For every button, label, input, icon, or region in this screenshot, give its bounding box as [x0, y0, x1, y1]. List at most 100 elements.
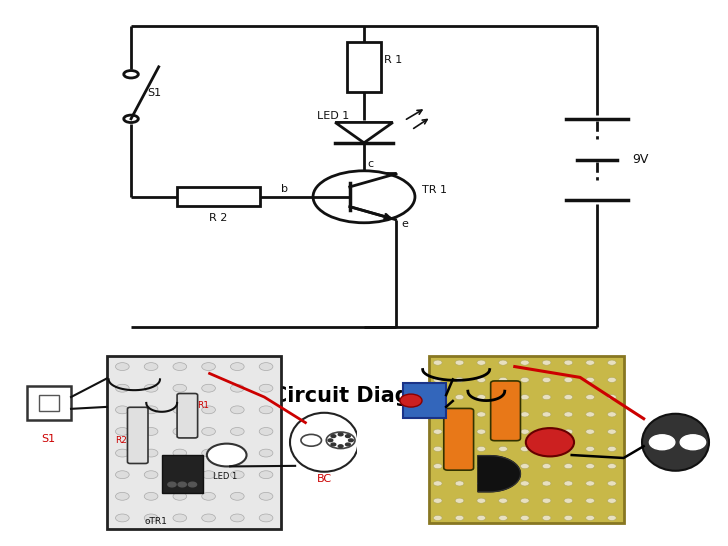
Circle shape [564, 377, 573, 382]
Circle shape [521, 377, 529, 382]
Circle shape [259, 428, 273, 435]
Circle shape [339, 433, 343, 436]
Circle shape [144, 471, 158, 479]
Circle shape [231, 384, 244, 392]
Circle shape [608, 515, 616, 520]
Circle shape [521, 360, 529, 365]
Circle shape [259, 406, 273, 414]
Text: Circuit Diagram: Circuit Diagram [272, 386, 456, 406]
Circle shape [499, 447, 507, 452]
FancyBboxPatch shape [177, 394, 197, 438]
Circle shape [680, 435, 705, 450]
Circle shape [202, 428, 215, 435]
Circle shape [608, 481, 616, 486]
Circle shape [455, 377, 464, 382]
Circle shape [542, 429, 551, 434]
Circle shape [521, 412, 529, 417]
FancyBboxPatch shape [444, 408, 474, 470]
Circle shape [433, 429, 442, 434]
Circle shape [586, 447, 595, 452]
Circle shape [173, 449, 186, 457]
Text: R1: R1 [197, 401, 210, 410]
Circle shape [521, 481, 529, 486]
Circle shape [542, 464, 551, 468]
Circle shape [564, 481, 573, 486]
Circle shape [499, 464, 507, 468]
Circle shape [433, 515, 442, 520]
Circle shape [521, 429, 529, 434]
FancyBboxPatch shape [491, 381, 521, 441]
Circle shape [116, 449, 129, 457]
Text: b: b [280, 185, 288, 194]
Circle shape [400, 394, 422, 407]
Circle shape [564, 515, 573, 520]
Circle shape [202, 449, 215, 457]
Circle shape [433, 447, 442, 452]
Circle shape [542, 412, 551, 417]
Circle shape [116, 363, 129, 371]
Circle shape [259, 363, 273, 371]
Circle shape [455, 412, 464, 417]
Circle shape [499, 515, 507, 520]
Circle shape [339, 445, 343, 448]
Circle shape [649, 435, 675, 450]
Circle shape [608, 447, 616, 452]
Ellipse shape [642, 414, 709, 471]
Circle shape [608, 377, 616, 382]
Circle shape [521, 395, 529, 400]
Ellipse shape [290, 413, 358, 472]
Circle shape [433, 464, 442, 468]
Circle shape [521, 447, 529, 452]
Circle shape [586, 464, 595, 468]
Circle shape [116, 492, 129, 500]
Circle shape [259, 514, 273, 522]
Circle shape [499, 412, 507, 417]
Circle shape [455, 447, 464, 452]
Circle shape [608, 429, 616, 434]
Bar [162, 455, 202, 494]
Circle shape [586, 360, 595, 365]
Text: R2: R2 [116, 436, 127, 445]
Circle shape [586, 377, 595, 382]
Circle shape [477, 412, 486, 417]
Circle shape [328, 439, 333, 442]
Circle shape [455, 429, 464, 434]
Bar [403, 383, 446, 418]
Circle shape [331, 443, 336, 446]
Circle shape [124, 115, 138, 122]
Circle shape [455, 395, 464, 400]
Bar [107, 356, 282, 529]
Circle shape [331, 435, 336, 437]
Circle shape [144, 428, 158, 435]
Text: S1: S1 [147, 88, 161, 98]
Circle shape [231, 406, 244, 414]
Polygon shape [478, 455, 521, 492]
Circle shape [144, 514, 158, 522]
Circle shape [542, 395, 551, 400]
Circle shape [144, 449, 158, 457]
Circle shape [455, 360, 464, 365]
Circle shape [499, 429, 507, 434]
Circle shape [202, 384, 215, 392]
Circle shape [499, 377, 507, 382]
Circle shape [189, 482, 197, 487]
Circle shape [477, 481, 486, 486]
Circle shape [116, 406, 129, 414]
Circle shape [499, 360, 507, 365]
Circle shape [116, 471, 129, 479]
Circle shape [564, 447, 573, 452]
Circle shape [608, 395, 616, 400]
Text: LED 1: LED 1 [213, 472, 237, 480]
Circle shape [433, 498, 442, 503]
Text: e: e [401, 219, 408, 229]
Circle shape [564, 464, 573, 468]
Bar [39, 395, 59, 411]
Circle shape [477, 360, 486, 365]
Circle shape [259, 384, 273, 392]
Circle shape [586, 395, 595, 400]
Circle shape [455, 464, 464, 468]
Circle shape [231, 492, 244, 500]
Circle shape [542, 515, 551, 520]
Circle shape [313, 171, 415, 223]
Circle shape [346, 435, 350, 437]
